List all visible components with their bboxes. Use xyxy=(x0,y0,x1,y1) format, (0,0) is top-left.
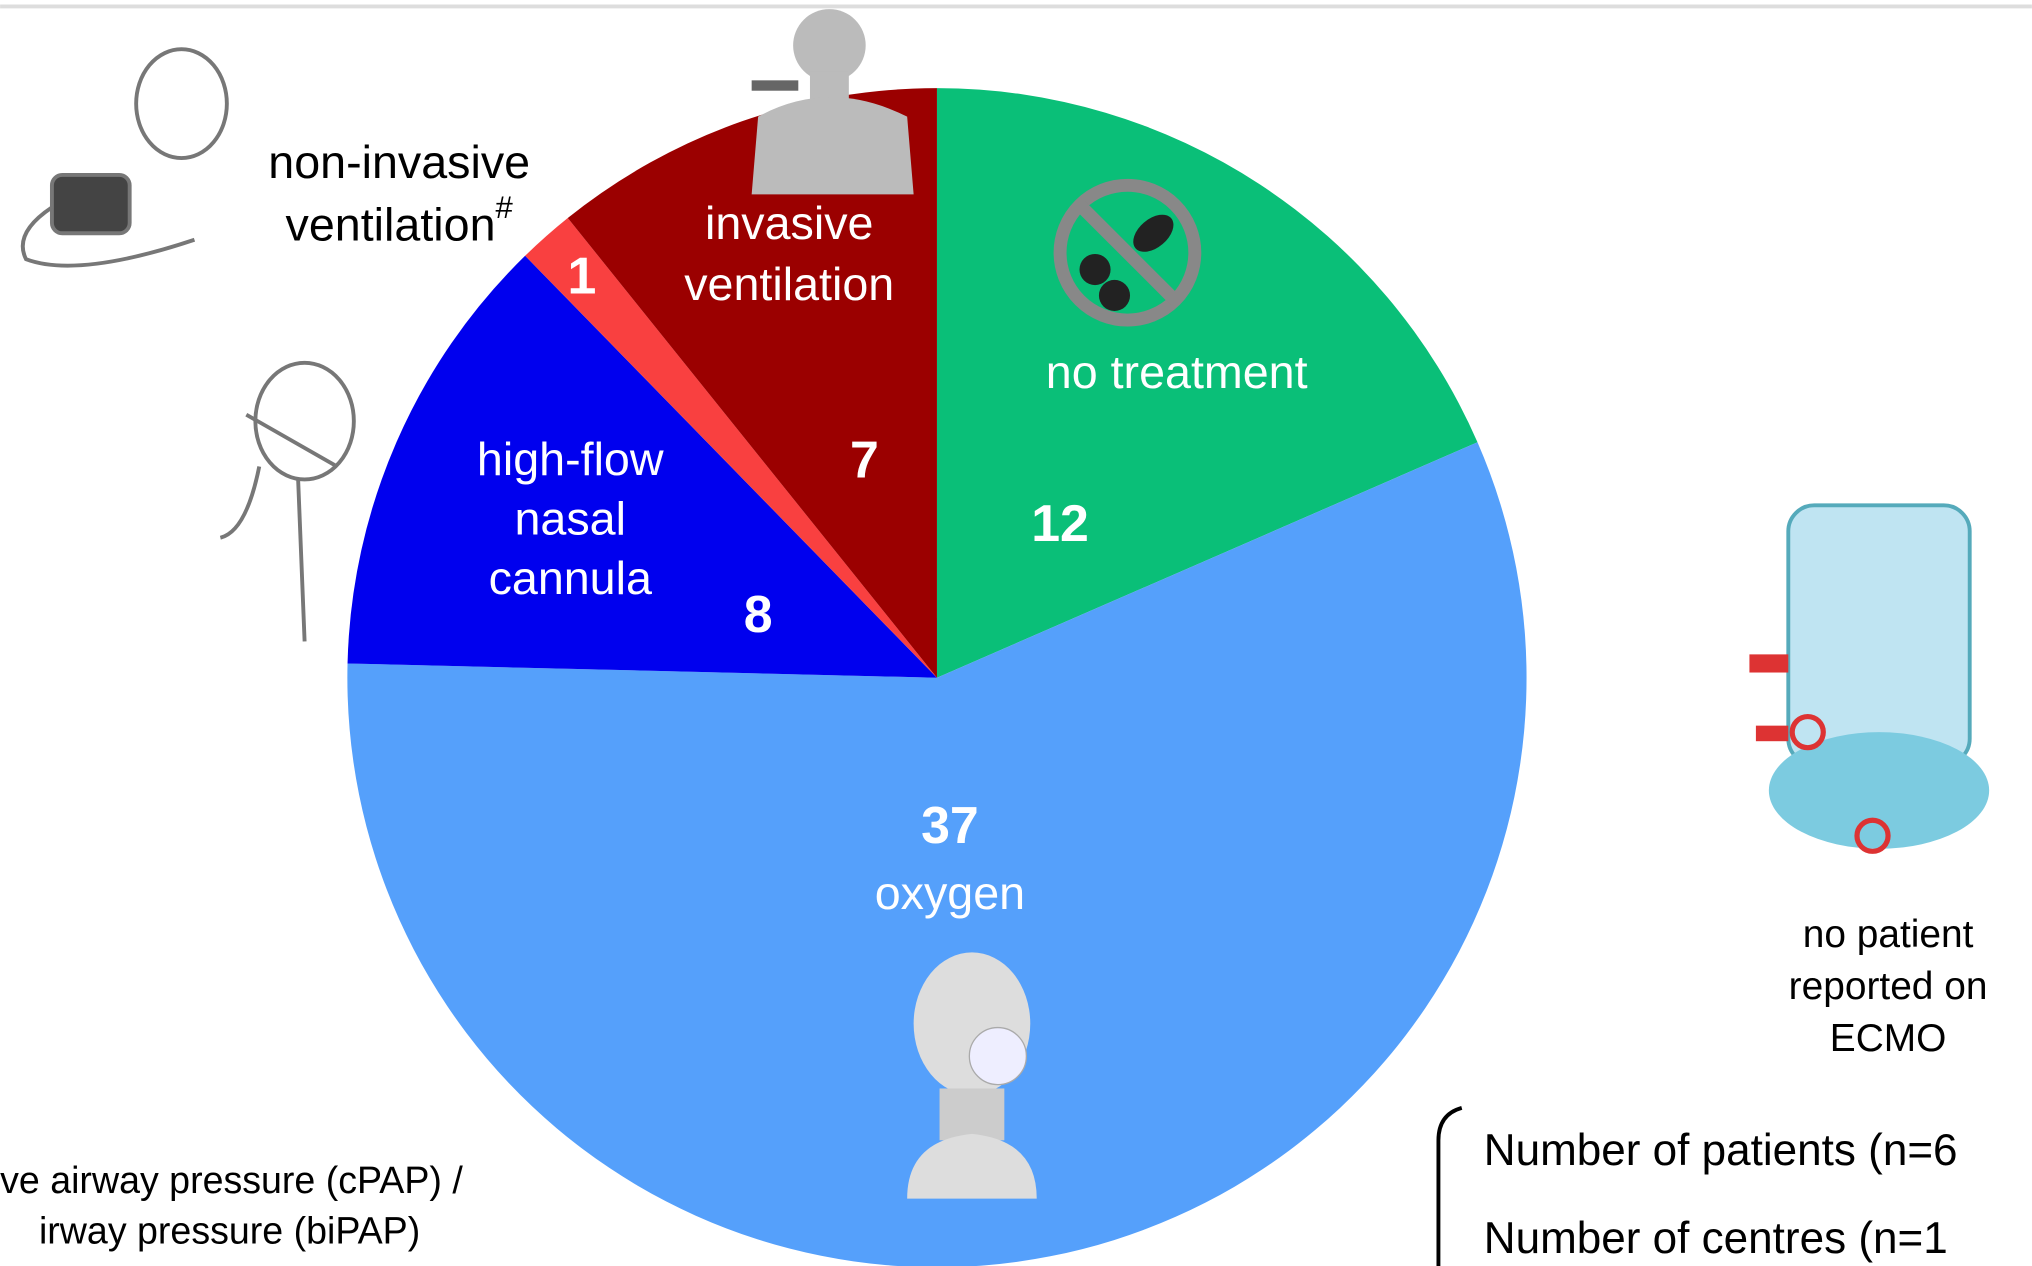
value-label: 37 xyxy=(921,796,979,854)
value-label: 8 xyxy=(744,585,773,643)
category-label: ventilation# xyxy=(286,190,514,250)
summary: Number of patients (n=6 xyxy=(1484,1126,1958,1175)
note: reported on xyxy=(1789,965,1988,1008)
note: no patient xyxy=(1803,913,1974,956)
footnote-marker: # xyxy=(496,190,514,225)
category-label: ventilation xyxy=(684,258,894,310)
footnote: ve airway pressure (cPAP) / xyxy=(0,1159,463,1201)
chart: 12 no treatment 37 oxygen 8 high-flow nasal can… xyxy=(0,0,2032,1266)
category-label: high-flow xyxy=(477,433,664,485)
note: ECMO xyxy=(1830,1017,1947,1060)
category-label: oxygen xyxy=(875,867,1025,919)
value-label: 7 xyxy=(850,431,879,489)
hfnc-icon xyxy=(220,363,353,642)
value-label: 1 xyxy=(567,247,596,305)
niv-icon xyxy=(23,49,227,265)
category-label: cannula xyxy=(489,552,652,604)
category-label: non-invasive xyxy=(268,136,530,188)
summary: Number of centres (n=1 xyxy=(1484,1214,1948,1263)
category-label: no treatment xyxy=(1046,346,1308,398)
footnote: irway pressure (biPAP) xyxy=(39,1210,420,1252)
category-label: invasive xyxy=(705,197,873,249)
value-label: 12 xyxy=(1031,494,1089,552)
category-label: nasal xyxy=(515,493,626,545)
ecmo-icon xyxy=(1749,505,1989,851)
summary-bracket xyxy=(1438,1108,1461,1266)
